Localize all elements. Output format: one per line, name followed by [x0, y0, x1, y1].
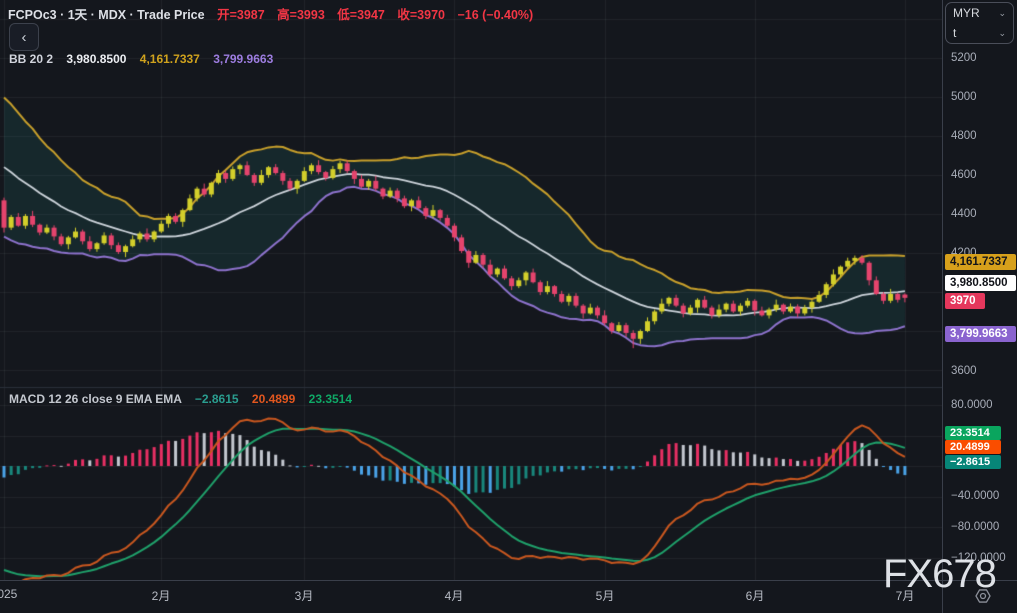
axis-tick-label: −80.0000 [951, 520, 999, 534]
price-badge: 4,161.7337 [945, 254, 1016, 270]
unit-value: t [953, 26, 956, 40]
axis-tick-label: 80.0000 [951, 398, 993, 412]
symbol-title: FCPOc3 · 1天 · MDX · Trade Price [8, 8, 205, 22]
price-macd-chart-canvas[interactable] [0, 0, 942, 580]
macd-indicator-legend[interactable]: MACD 12 26 close 9 EMA EMA −2.8615 20.48… [9, 392, 352, 406]
axis-tick-label: 4800 [951, 129, 977, 143]
close-value: 收=3970 [397, 8, 445, 22]
trading-chart-window: FCPOc3 · 1天 · MDX · Trade Price 开=3987 高… [0, 0, 1017, 613]
time-scale-axis[interactable]: 20252月3月4月5月6月7月 [0, 580, 1017, 613]
axis-tick-label: −40.0000 [951, 489, 999, 503]
low-value: 低=3947 [337, 8, 385, 22]
currency-value: MYR [953, 6, 980, 20]
time-axis-label: 5月 [596, 587, 615, 604]
price-badge: 3,980.8500 [945, 275, 1016, 291]
change-value: −16 (−0.40%) [457, 8, 533, 22]
open-value: 开=3987 [217, 8, 265, 22]
back-button[interactable]: ‹ [9, 23, 39, 51]
macd-line-value: 20.4899 [252, 392, 295, 406]
indicator-badge: 20.4899 [945, 440, 1001, 454]
price-badge: 3970 [945, 293, 985, 309]
bb-title: BB 20 2 [9, 52, 53, 66]
indicator-badge: −2.8615 [945, 455, 1001, 469]
time-axis-label: 4月 [445, 587, 464, 604]
chevron-down-icon: ⌄ [998, 28, 1006, 39]
macd-hist-value: −2.8615 [195, 392, 239, 406]
macd-title: MACD 12 26 close 9 EMA EMA [9, 392, 182, 406]
axis-tick-label: 3600 [951, 364, 977, 378]
symbol-legend[interactable]: FCPOc3 · 1天 · MDX · Trade Price 开=3987 高… [8, 4, 533, 23]
chevron-down-icon: ⌄ [998, 8, 1006, 19]
bb-lower-value: 3,799.9663 [213, 52, 273, 66]
axis-tick-label: 4400 [951, 207, 977, 221]
axis-tick-label: 5200 [951, 51, 977, 65]
fx678-watermark: FX678 [883, 552, 996, 597]
time-axis-label: 3月 [295, 587, 314, 604]
time-axis-label: 2月 [152, 587, 171, 604]
time-axis-label: 2025 [0, 587, 17, 601]
currency-dropdown[interactable]: MYR ⌄ [946, 3, 1013, 23]
chevron-left-icon: ‹ [22, 29, 27, 46]
axis-tick-label: 5000 [951, 90, 977, 104]
bb-upper-value: 4,161.7337 [140, 52, 200, 66]
bb-indicator-legend[interactable]: BB 20 2 3,980.8500 4,161.7337 3,799.9663 [9, 52, 273, 66]
unit-dropdown[interactable]: t ⌄ [946, 23, 1013, 43]
time-axis-label: 6月 [746, 587, 765, 604]
indicator-badge: 23.3514 [945, 426, 1001, 440]
bb-basis-value: 3,980.8500 [66, 52, 126, 66]
macd-signal-value: 23.3514 [309, 392, 352, 406]
high-value: 高=3993 [277, 8, 325, 22]
axis-tick-label: 4600 [951, 168, 977, 182]
price-badge: 3,799.9663 [945, 326, 1016, 342]
price-scale-axis[interactable]: MYR ⌄ t ⌄ 520050004800460044004200360080… [942, 0, 1017, 613]
scale-settings-box: MYR ⌄ t ⌄ [945, 2, 1014, 44]
